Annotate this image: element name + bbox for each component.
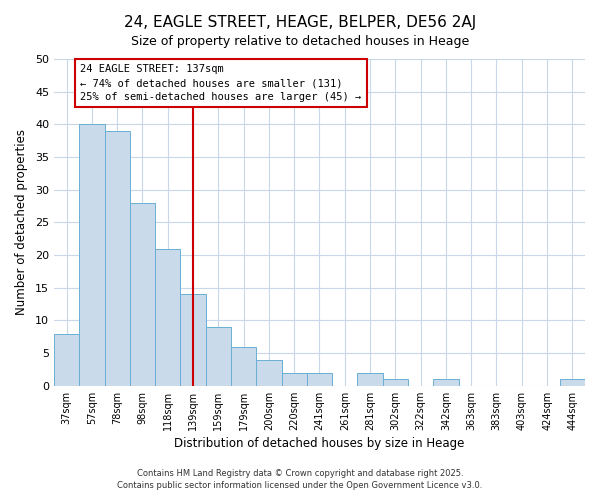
Bar (206, 327, 231, 386)
Bar (383, 380, 408, 386)
Text: Contains HM Land Registry data © Crown copyright and database right 2025.
Contai: Contains HM Land Registry data © Crown c… (118, 468, 482, 490)
Bar (79, 124, 104, 386)
Text: Size of property relative to detached houses in Heage: Size of property relative to detached ho… (131, 35, 469, 48)
Bar (104, 131, 130, 386)
Bar (130, 203, 155, 386)
Text: 24, EAGLE STREET, HEAGE, BELPER, DE56 2AJ: 24, EAGLE STREET, HEAGE, BELPER, DE56 2A… (124, 15, 476, 30)
Bar (256, 360, 281, 386)
Bar (155, 248, 181, 386)
Text: 24 EAGLE STREET: 137sqm
← 74% of detached houses are smaller (131)
25% of semi-d: 24 EAGLE STREET: 137sqm ← 74% of detache… (80, 64, 362, 102)
Bar (231, 346, 256, 386)
Bar (54, 334, 79, 386)
Bar (281, 372, 307, 386)
Bar (307, 372, 332, 386)
X-axis label: Distribution of detached houses by size in Heage: Distribution of detached houses by size … (174, 437, 464, 450)
Y-axis label: Number of detached properties: Number of detached properties (15, 130, 28, 316)
Bar (358, 372, 383, 386)
Bar (433, 380, 458, 386)
Bar (560, 380, 585, 386)
Bar (181, 294, 206, 386)
